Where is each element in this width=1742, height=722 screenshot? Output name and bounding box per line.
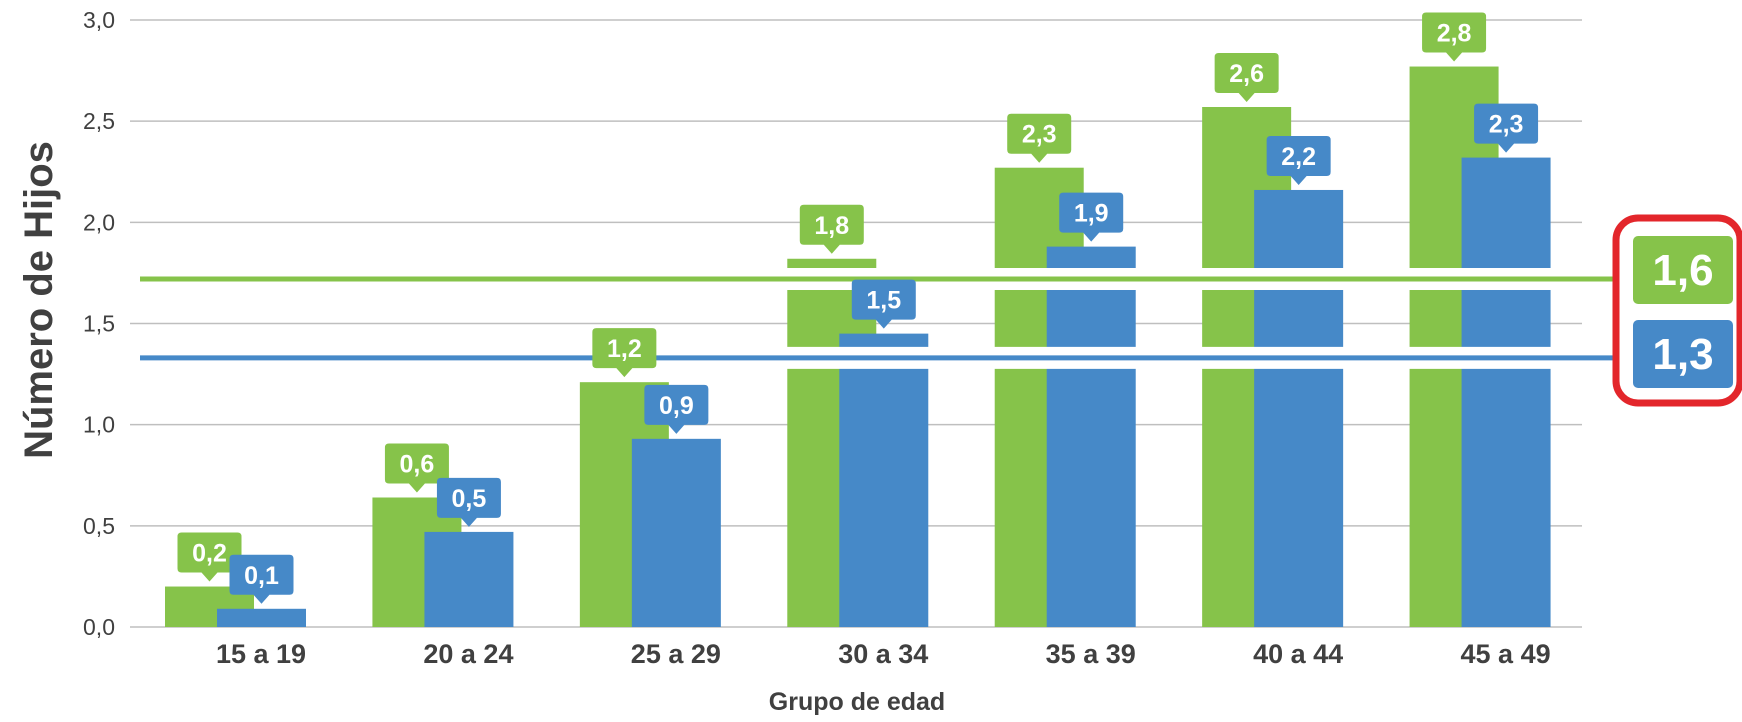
bar	[631, 438, 721, 627]
bar	[1046, 246, 1136, 627]
bar	[217, 608, 306, 627]
data-label-bubble	[592, 328, 657, 378]
data-label: 0,9	[659, 392, 694, 420]
data-label-bubble	[1266, 135, 1331, 185]
reference-value: 1,3	[1652, 330, 1713, 379]
data-label-bubble	[1214, 53, 1279, 103]
y-tick-label: 0,0	[83, 614, 115, 640]
x-tick-label: 20 a 24	[423, 639, 513, 669]
data-label-bubble	[851, 279, 916, 329]
y-tick-label: 1,0	[83, 412, 115, 438]
data-label: 2,8	[1437, 20, 1472, 48]
y-axis-title: Número de Hijos	[17, 141, 61, 459]
reference-badge	[1633, 320, 1733, 388]
bar	[1461, 157, 1551, 627]
data-label: 1,9	[1074, 200, 1109, 228]
bar	[839, 333, 929, 627]
reference-callouts: 1,6 1,3	[1612, 214, 1742, 407]
data-labels: 0,2 0,1 0,6 0,5 1,2 0,9 1,8 1,5 2,3 1,9 2,6 2,2 2,8 2…	[177, 12, 1539, 604]
data-label: 1,8	[814, 212, 849, 240]
x-axis-title: Grupo de edad	[769, 688, 945, 716]
data-label: 2,2	[1281, 143, 1316, 171]
data-label-bubble	[1422, 12, 1487, 62]
data-label: 1,5	[866, 287, 901, 315]
data-label: 2,3	[1489, 111, 1524, 139]
data-label-bubble	[644, 384, 709, 434]
data-label-bubble	[384, 443, 449, 493]
data-label-bubble	[436, 477, 501, 527]
data-label-bubble	[1474, 103, 1539, 153]
y-tick-label: 1,5	[83, 311, 115, 337]
y-tick-label: 3,0	[83, 7, 115, 33]
reference-value: 1,6	[1652, 246, 1713, 295]
data-label: 0,1	[244, 562, 279, 590]
x-tick-label: 35 a 39	[1046, 639, 1136, 669]
x-tick-label: 40 a 44	[1253, 639, 1343, 669]
data-label: 2,3	[1022, 121, 1057, 149]
x-tick-label: 30 a 34	[838, 639, 928, 669]
x-tick-label: 45 a 49	[1461, 639, 1551, 669]
x-tick-label: 25 a 29	[631, 639, 721, 669]
data-label-bubble	[799, 204, 864, 254]
y-tick-label: 0,5	[83, 513, 115, 539]
bars	[165, 66, 1551, 627]
data-label-bubble	[1007, 113, 1072, 163]
axes: 0,0 0,5 1,0 1,5 2,0 2,5 3,0 15 a 19 20 a 24 25 a …	[17, 7, 1551, 716]
reference-lines	[140, 267, 1615, 369]
data-label-bubble	[177, 532, 242, 582]
data-label: 0,5	[452, 485, 487, 513]
data-label-bubble	[1059, 192, 1124, 242]
data-label: 0,2	[192, 540, 227, 568]
bar	[424, 531, 514, 627]
data-label: 2,6	[1229, 60, 1264, 88]
y-tick-label: 2,0	[83, 209, 115, 235]
reference-badge	[1633, 236, 1733, 304]
data-label: 1,2	[607, 335, 642, 363]
data-label: 0,6	[400, 451, 435, 479]
x-tick-label: 15 a 19	[216, 639, 306, 669]
data-label-bubble	[229, 554, 294, 604]
bar	[1254, 189, 1344, 627]
y-tick-label: 2,5	[83, 108, 115, 134]
